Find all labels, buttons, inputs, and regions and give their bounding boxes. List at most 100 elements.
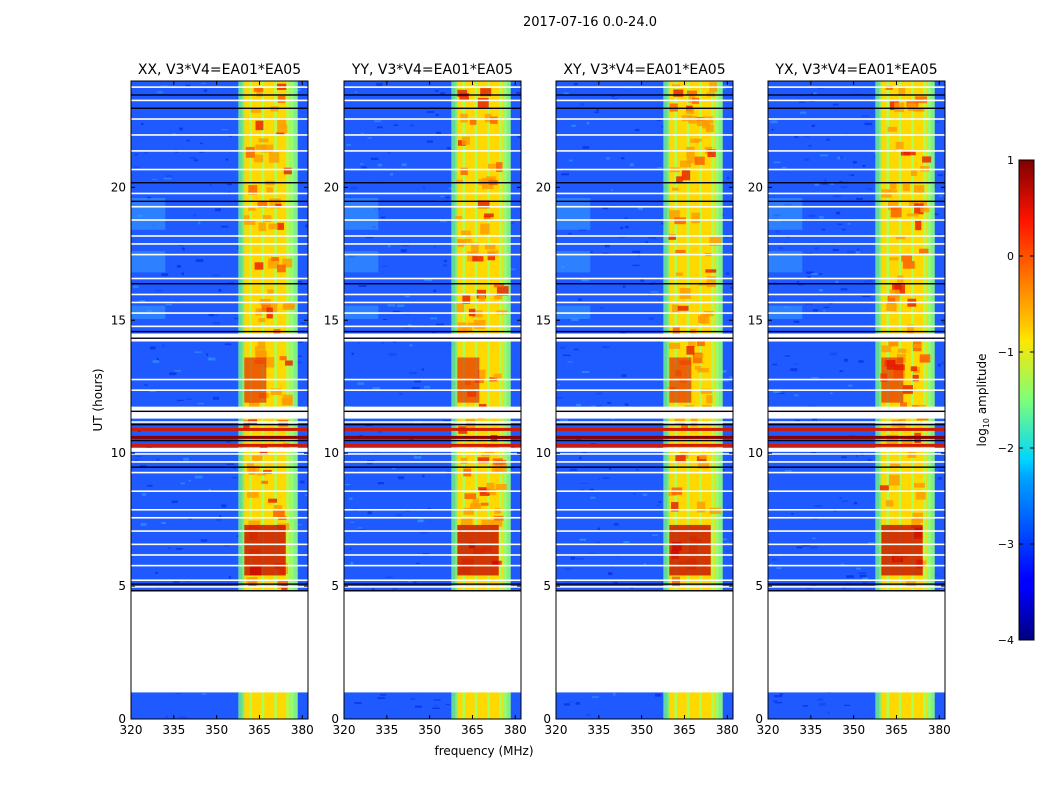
noise-speckle (830, 183, 834, 185)
flagged-row (131, 205, 308, 208)
flagged-row (768, 461, 945, 463)
noise-speckle (434, 90, 439, 92)
band-cell (889, 183, 897, 190)
band-cell (890, 463, 901, 468)
noise-speckle (798, 283, 804, 286)
band-cell (680, 160, 691, 168)
band-cell (687, 341, 696, 347)
band-cell (675, 272, 683, 276)
axes-frame (130, 80, 309, 720)
noise-speckle (839, 497, 842, 499)
noise-speckle (570, 556, 576, 560)
flagged-row (556, 516, 733, 519)
band-cell (277, 264, 286, 273)
noise-speckle (808, 145, 812, 147)
x-tick-label: 350 (418, 723, 441, 737)
noise-speckle (858, 360, 864, 363)
noise-speckle (722, 379, 729, 382)
noise-speckle (365, 236, 373, 239)
noise-speckle (657, 167, 663, 169)
noise-speckle (576, 557, 584, 560)
band-cell (891, 419, 903, 427)
band-cell (472, 498, 479, 507)
flagged-block (768, 447, 945, 452)
noise-speckle (354, 702, 362, 704)
noise-speckle (176, 264, 181, 268)
noise-speckle (651, 281, 656, 284)
noise-speckle (208, 313, 214, 317)
noise-speckle (931, 213, 939, 216)
flagged-row (344, 86, 521, 88)
noise-speckle (564, 568, 572, 570)
noise-speckle (416, 562, 420, 564)
band-cell (278, 420, 289, 427)
x-tick-label: 380 (928, 723, 951, 737)
broadband-flare (344, 443, 521, 447)
noise-speckle (629, 163, 634, 167)
noise-speckle (430, 317, 438, 320)
noise-speckle (427, 111, 434, 113)
noise-speckle (793, 363, 799, 365)
noise-speckle (821, 228, 826, 231)
band-cell (251, 455, 263, 461)
flagged-row (768, 471, 945, 474)
flagged-row (131, 516, 308, 519)
noise-speckle (212, 396, 219, 400)
noise-speckle (635, 469, 639, 471)
noise-speckle (445, 196, 450, 199)
noise-speckle (390, 173, 394, 176)
x-tick-label: 320 (757, 723, 780, 737)
noise-speckle (385, 576, 393, 579)
x-tick-label: 365 (885, 723, 908, 737)
flagged-row (344, 579, 521, 582)
flagged-row (556, 192, 733, 195)
noise-speckle (839, 180, 843, 183)
noise-speckle (208, 488, 212, 492)
data-gap-edge (556, 590, 733, 592)
y-tick-label: 20 (536, 180, 551, 194)
noise-speckle (134, 154, 138, 156)
noise-speckle (853, 501, 858, 505)
noise-speckle (822, 309, 826, 312)
rfi-patch (131, 251, 166, 273)
noise-speckle (590, 251, 593, 253)
noise-speckle (295, 340, 304, 343)
noise-speckle (602, 477, 610, 479)
y-tick-label: 20 (111, 180, 126, 194)
black-row (556, 439, 733, 442)
noise-speckle (642, 493, 648, 496)
band-cell (462, 326, 473, 333)
noise-speckle (863, 280, 871, 283)
noise-speckle (189, 156, 196, 159)
noise-speckle (556, 396, 564, 399)
flagged-row (131, 461, 308, 463)
noise-speckle (372, 587, 375, 591)
y-tick-label: 10 (324, 446, 339, 460)
y-tick-label: 5 (118, 579, 126, 593)
noise-speckle (175, 692, 181, 695)
noise-speckle (208, 357, 212, 360)
flagged-row (556, 508, 733, 511)
noise-speckle (812, 309, 818, 312)
noise-speckle (777, 247, 784, 250)
noise-speckle (300, 480, 305, 484)
noise-speckle (380, 216, 386, 219)
x-tick-label: 350 (630, 723, 653, 737)
band-edge (238, 81, 245, 719)
noise-speckle (393, 124, 399, 126)
noise-speckle (597, 527, 601, 530)
band-cell (690, 138, 700, 143)
y-tick-label: 15 (536, 313, 551, 327)
band-cell (491, 465, 504, 473)
flagged-block (344, 447, 521, 452)
noise-speckle (725, 319, 732, 321)
flagged-row (556, 312, 733, 314)
band-cell (256, 88, 263, 97)
band-edge (875, 81, 882, 719)
flagged-row (131, 192, 308, 195)
flagged-row (768, 192, 945, 195)
noise-speckle (591, 405, 596, 407)
band-cell (248, 207, 256, 211)
flagged-row (768, 86, 945, 88)
noise-speckle (443, 419, 450, 422)
